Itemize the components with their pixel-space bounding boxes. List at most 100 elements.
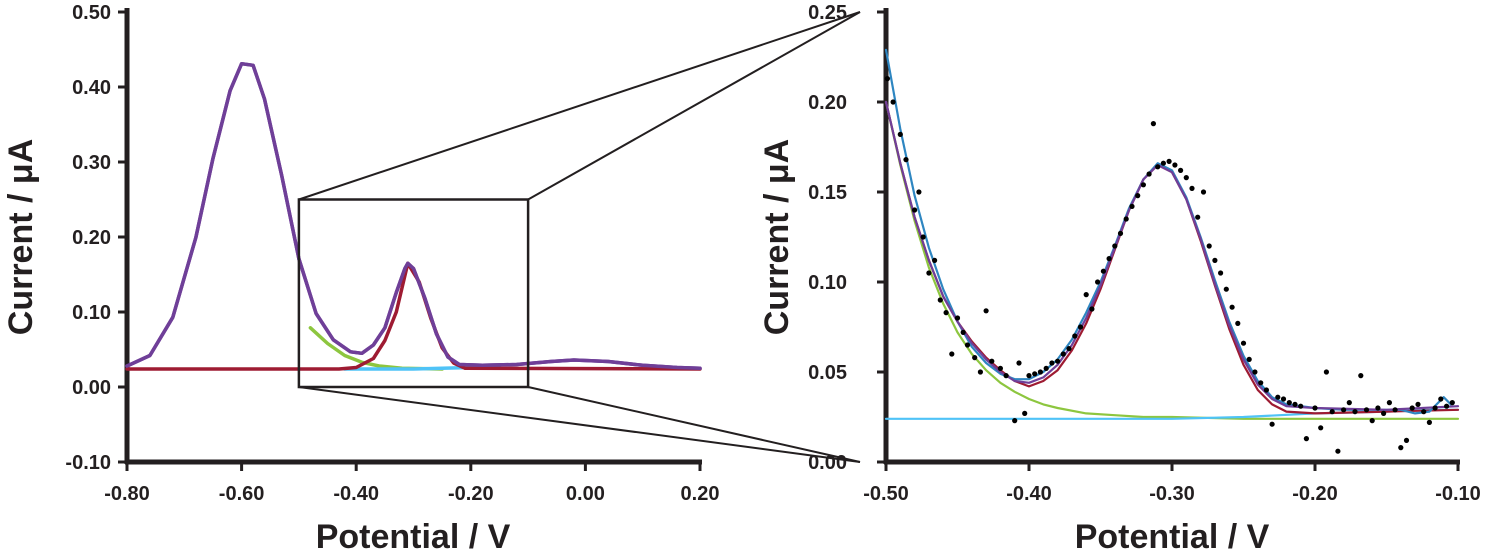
right-data-point — [1049, 360, 1055, 366]
right-x-tick-label: -0.50 — [863, 483, 909, 505]
right-data-point — [1117, 230, 1124, 236]
right-data-point — [1112, 243, 1118, 249]
right-data-point — [1329, 409, 1335, 415]
right-data-point — [1346, 400, 1352, 406]
right-data-point — [1055, 358, 1061, 364]
right-data-point — [1363, 407, 1370, 413]
left-x-tick-label: 0.00 — [566, 483, 605, 505]
right-data-point — [1381, 410, 1387, 416]
right-x-tick-label: -0.20 — [1292, 483, 1338, 505]
right-y-axis-label: Current / μA — [758, 139, 796, 335]
right-data-point — [1246, 356, 1252, 362]
right-data-point — [1089, 306, 1095, 312]
zoom-connector-bottom-right — [527, 386, 861, 463]
right-data-point — [937, 297, 943, 303]
right-data-point — [1444, 403, 1450, 409]
right-data-point — [1386, 400, 1392, 406]
right-data-point — [1403, 437, 1410, 443]
right-data-point — [1449, 400, 1455, 406]
right-data-point — [932, 257, 938, 263]
right-x-axis-label: Potential / V — [1075, 518, 1270, 551]
left-y-axis-label: Current / μA — [2, 139, 40, 335]
right-data-point — [1123, 216, 1129, 222]
right-data-point — [1095, 279, 1101, 285]
right-data-point — [1415, 401, 1421, 407]
right-x-tick-label: -0.10 — [1435, 483, 1481, 505]
left-y-tick-label: 0.30 — [72, 152, 111, 174]
right-data-point — [1206, 243, 1212, 249]
right-data-point — [1016, 360, 1022, 366]
right-data-point — [997, 365, 1004, 371]
right-data-point — [1258, 380, 1264, 386]
right-data-point — [1229, 304, 1235, 310]
zoom-indicator — [297, 11, 861, 463]
right-data-point — [1160, 160, 1166, 166]
right-x-tick-label: -0.40 — [1006, 483, 1052, 505]
right-data-point — [1060, 351, 1066, 357]
right-data-point — [903, 157, 909, 163]
right-data-point — [1352, 409, 1358, 415]
right-data-point — [1438, 396, 1444, 402]
left-series-line-1 — [125, 61, 702, 371]
right-data-point — [1280, 396, 1287, 402]
right-data-point — [1369, 418, 1375, 424]
right-data-point — [943, 310, 949, 316]
right-data-point — [920, 234, 926, 240]
right-data-point — [1341, 407, 1347, 413]
right-y-tick-label: 0.20 — [808, 92, 847, 114]
left-y-tick-label: 0.00 — [72, 377, 111, 399]
right-y-tick-label: 0.15 — [808, 182, 847, 204]
right-data-point — [926, 270, 932, 276]
right-data-point — [1189, 185, 1195, 191]
zoom-connector-top-left — [298, 11, 861, 201]
right-data-point — [1235, 320, 1241, 326]
left-series-line-5 — [125, 61, 702, 371]
right-data-point — [1032, 371, 1038, 377]
right-data-point — [1155, 164, 1161, 170]
right-data-point — [1195, 214, 1201, 220]
left-y-tick-label: 0.10 — [72, 302, 111, 324]
right-data-point — [1398, 445, 1404, 451]
right-data-point — [954, 315, 961, 321]
right-data-point — [890, 99, 896, 105]
right-data-point — [1077, 324, 1084, 330]
left-x-tick-label: -0.20 — [448, 483, 494, 505]
right-data-point — [1172, 162, 1178, 168]
right-data-point — [1106, 256, 1112, 262]
right-data-point — [1426, 419, 1432, 425]
right-data-point — [1072, 333, 1078, 339]
right-data-point — [1129, 203, 1135, 209]
right-data-point — [1066, 346, 1072, 352]
right-data-point — [964, 342, 971, 348]
right-data-point — [1212, 257, 1218, 263]
right-data-point — [1358, 373, 1364, 379]
left-y-tick-label: 0.20 — [72, 227, 111, 249]
right-data-point — [1043, 365, 1049, 371]
right-y-tick-label: 0.25 — [808, 2, 847, 24]
right-data-point — [1298, 403, 1304, 409]
right-data-point — [1140, 182, 1146, 188]
left-x-tick-label: 0.20 — [681, 483, 720, 505]
right-data-point — [989, 358, 995, 364]
right-data-point — [1223, 286, 1229, 292]
right-data-point — [1146, 171, 1152, 177]
plot-left: -0.10 0.00 0.10 0.20 0.30 0.40 0.50 -0.80 -0.60 -… — [2, 2, 719, 551]
right-data-point — [1218, 270, 1224, 276]
left-series-line-4 — [125, 261, 702, 371]
right-data-point — [884, 76, 891, 82]
right-data-point — [1318, 425, 1324, 431]
right-data-point — [1178, 167, 1184, 173]
plot-right: 0.000.050.100.150.200.25-0.50 -0.40 -0.30-… — [758, 2, 1481, 551]
right-data-point — [1286, 400, 1292, 406]
left-x-tick-label: -0.80 — [104, 483, 150, 505]
left-x-tick-label: -0.60 — [219, 483, 265, 505]
right-data-point — [949, 351, 955, 357]
right-data-point — [1022, 410, 1028, 416]
left-x-tick-label: -0.40 — [333, 483, 379, 505]
right-data-point — [1135, 193, 1141, 199]
right-data-point — [1269, 421, 1275, 427]
right-data-point — [972, 355, 978, 361]
right-data-point — [1083, 292, 1089, 298]
